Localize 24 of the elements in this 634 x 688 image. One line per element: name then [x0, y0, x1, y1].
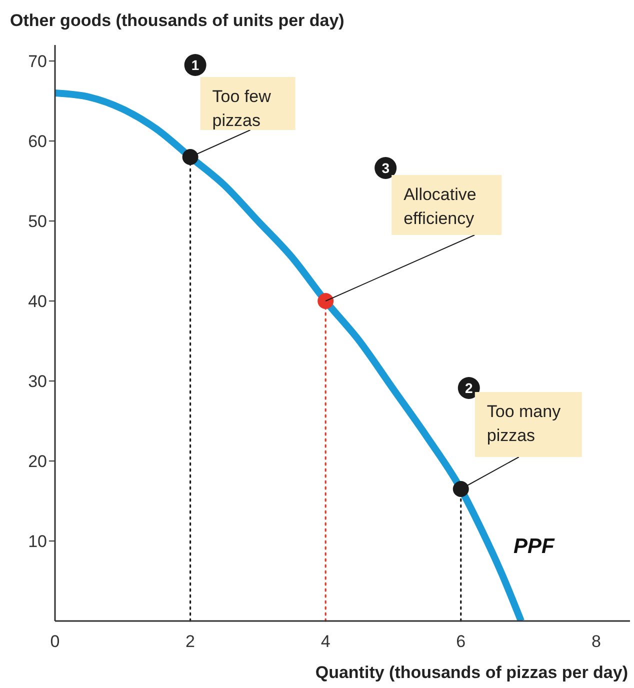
x-tick-label: 6 — [456, 632, 466, 652]
y-tick-label: 50 — [28, 212, 47, 232]
y-tick-label: 70 — [28, 52, 47, 72]
x-tick-label: 8 — [591, 632, 601, 652]
x-axis-title: Quantity (thousands of pizzas per day) — [315, 663, 628, 682]
y-tick-label: 40 — [28, 292, 47, 312]
annotation: Too many pizzas — [486, 402, 562, 445]
y-tick-label: 30 — [28, 372, 47, 392]
y-tick-label: 20 — [28, 452, 47, 472]
annotation: 1 — [191, 57, 200, 73]
x-tick-label: 0 — [50, 632, 60, 652]
annotation: 2 — [464, 380, 473, 396]
x-tick-label: 4 — [320, 632, 330, 652]
point — [318, 293, 334, 309]
annotation: PPF — [513, 535, 556, 558]
annotation: Too few pizzas — [212, 87, 272, 130]
y-tick-label: 60 — [28, 132, 47, 152]
annotation: 3 — [382, 160, 390, 176]
x-tick-label: 2 — [186, 632, 196, 652]
point — [452, 481, 469, 497]
y-axis-title: Other goods (thousands of units per day) — [10, 11, 344, 30]
y-tick-label: 10 — [28, 532, 47, 552]
point — [182, 149, 198, 165]
annotation: Allocative efficiency — [404, 185, 476, 228]
